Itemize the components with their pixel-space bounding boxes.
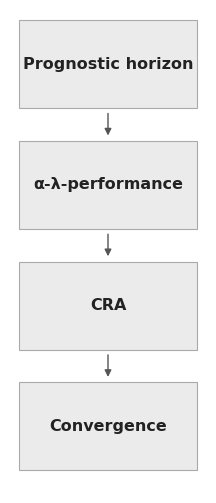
FancyBboxPatch shape <box>19 382 197 470</box>
Text: α-λ-performance: α-λ-performance <box>33 178 183 192</box>
FancyBboxPatch shape <box>19 262 197 350</box>
FancyBboxPatch shape <box>19 20 197 108</box>
Text: CRA: CRA <box>90 298 126 313</box>
Text: Prognostic horizon: Prognostic horizon <box>23 57 193 71</box>
FancyBboxPatch shape <box>19 141 197 229</box>
Text: Convergence: Convergence <box>49 419 167 434</box>
